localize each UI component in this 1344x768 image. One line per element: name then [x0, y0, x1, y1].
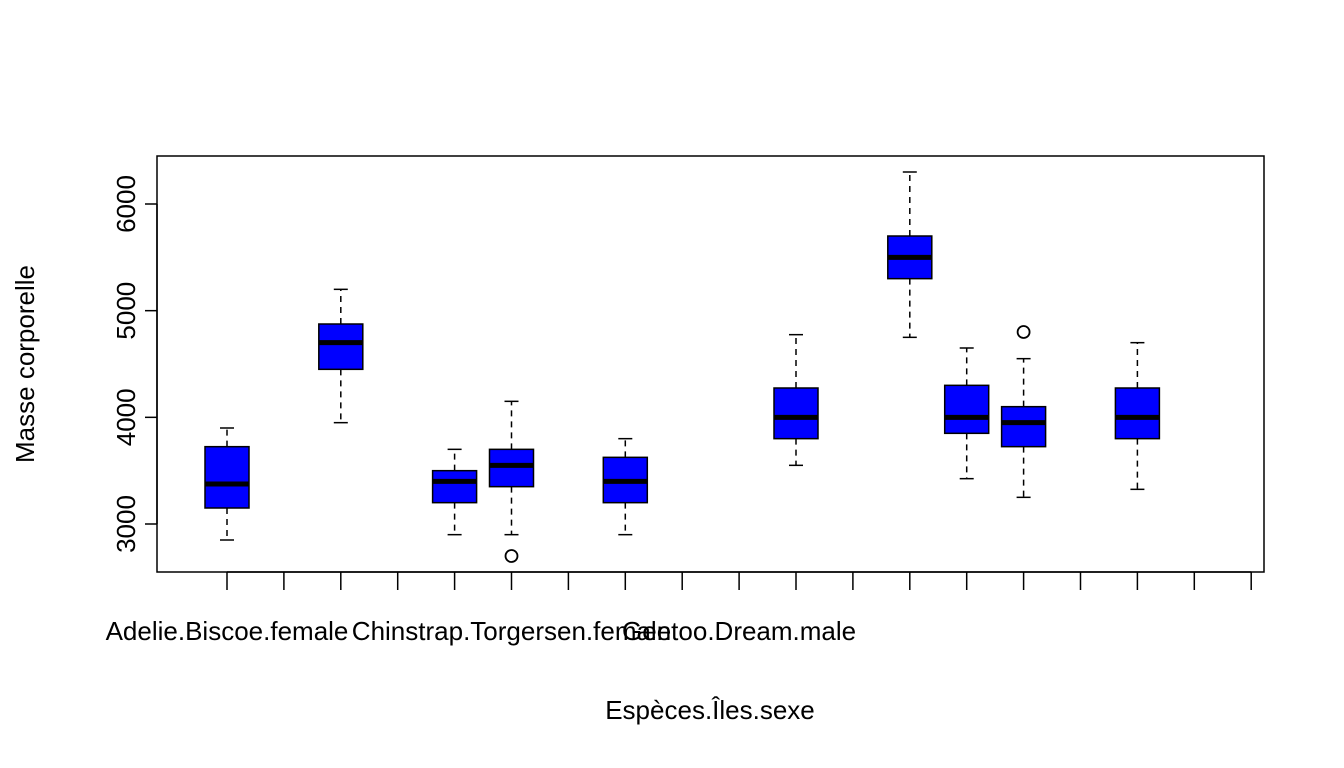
- y-tick-label: 5000: [111, 282, 141, 340]
- y-axis-label: Masse corporelle: [10, 265, 40, 463]
- iqr-box: [773, 387, 819, 440]
- box-15: [1000, 325, 1047, 499]
- outlier-point: [504, 549, 519, 563]
- box-8: [602, 437, 649, 536]
- box-11: [773, 333, 819, 467]
- x-tick-label: Gentoo.Dream.male: [622, 616, 856, 646]
- x-axis: Adelie.Biscoe.female Chinstrap.Torgersen.…: [106, 571, 1252, 646]
- outlier-point: [1016, 325, 1031, 339]
- box-1: [204, 427, 250, 541]
- box-5: [431, 448, 478, 536]
- box-6: [488, 400, 535, 563]
- iqr-box: [204, 445, 250, 509]
- box-13: [887, 171, 933, 339]
- x-axis-label: Espèces.Îles.sexe: [605, 695, 815, 725]
- iqr-box: [318, 323, 364, 371]
- iqr-box: [943, 384, 990, 435]
- iqr-box: [1114, 387, 1161, 440]
- iqr-box: [1000, 405, 1047, 448]
- x-tick-label: Chinstrap.Torgersen.female: [352, 616, 671, 646]
- iqr-box: [488, 448, 535, 488]
- box-3: [318, 288, 364, 424]
- box-series: [204, 171, 1161, 563]
- iqr-box: [431, 469, 478, 504]
- box-17: [1114, 341, 1161, 491]
- x-tick-label: Adelie.Biscoe.female: [106, 616, 349, 646]
- y-tick-label: 3000: [111, 495, 141, 553]
- y-tick-label: 4000: [111, 388, 141, 446]
- y-tick-label: 6000: [111, 175, 141, 233]
- y-axis: 3000 4000 5000 6000: [111, 175, 158, 553]
- box-14: [943, 347, 990, 480]
